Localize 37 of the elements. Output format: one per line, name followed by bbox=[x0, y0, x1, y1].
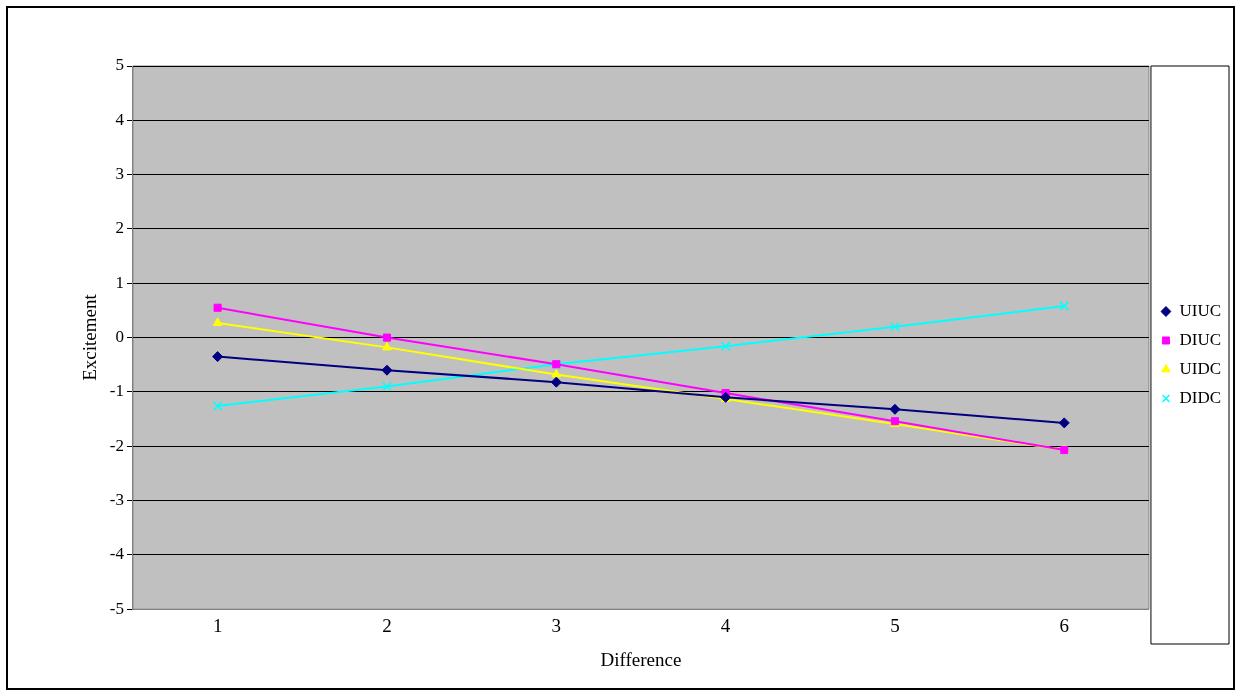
y-tick-label: -5 bbox=[109, 598, 124, 618]
legend-label: DIDC bbox=[1179, 387, 1222, 407]
point bbox=[213, 303, 222, 312]
y-tick-label: 0 bbox=[115, 327, 124, 347]
y-tick-label: 3 bbox=[115, 164, 124, 184]
point bbox=[720, 341, 731, 352]
point bbox=[551, 369, 562, 378]
y-tick-label: 1 bbox=[115, 272, 124, 292]
point bbox=[212, 317, 223, 326]
legend-label: DIUC bbox=[1179, 329, 1222, 349]
x-tick-label: 1 bbox=[212, 614, 223, 636]
point bbox=[889, 403, 901, 415]
y-tick-label: -2 bbox=[109, 435, 124, 455]
legend-label: UIUC bbox=[1179, 300, 1222, 320]
x-tick-label: 3 bbox=[551, 614, 562, 636]
x-axis-title: Difference bbox=[600, 649, 682, 671]
point bbox=[382, 333, 391, 342]
x-tick-label: 6 bbox=[1059, 614, 1070, 636]
y-axis-title: Excitement bbox=[79, 293, 101, 381]
x-tick-label: 5 bbox=[890, 614, 900, 636]
point bbox=[212, 401, 223, 412]
point bbox=[1058, 417, 1070, 429]
point bbox=[550, 376, 562, 388]
y-tick-label: 5 bbox=[115, 55, 124, 75]
y-tick-label: 2 bbox=[115, 218, 124, 238]
point bbox=[1059, 301, 1070, 312]
y-tick-label: -3 bbox=[109, 490, 124, 510]
point bbox=[889, 321, 900, 332]
point bbox=[381, 364, 393, 376]
x-tick-label: 4 bbox=[720, 614, 731, 636]
legend-label: UIDC bbox=[1179, 358, 1222, 378]
y-tick-label: -4 bbox=[109, 544, 125, 564]
y-tick-label: -1 bbox=[109, 381, 124, 401]
y-tick-label: 4 bbox=[115, 109, 125, 129]
point bbox=[381, 381, 392, 392]
x-tick-label: 2 bbox=[382, 614, 392, 636]
point bbox=[382, 341, 392, 351]
